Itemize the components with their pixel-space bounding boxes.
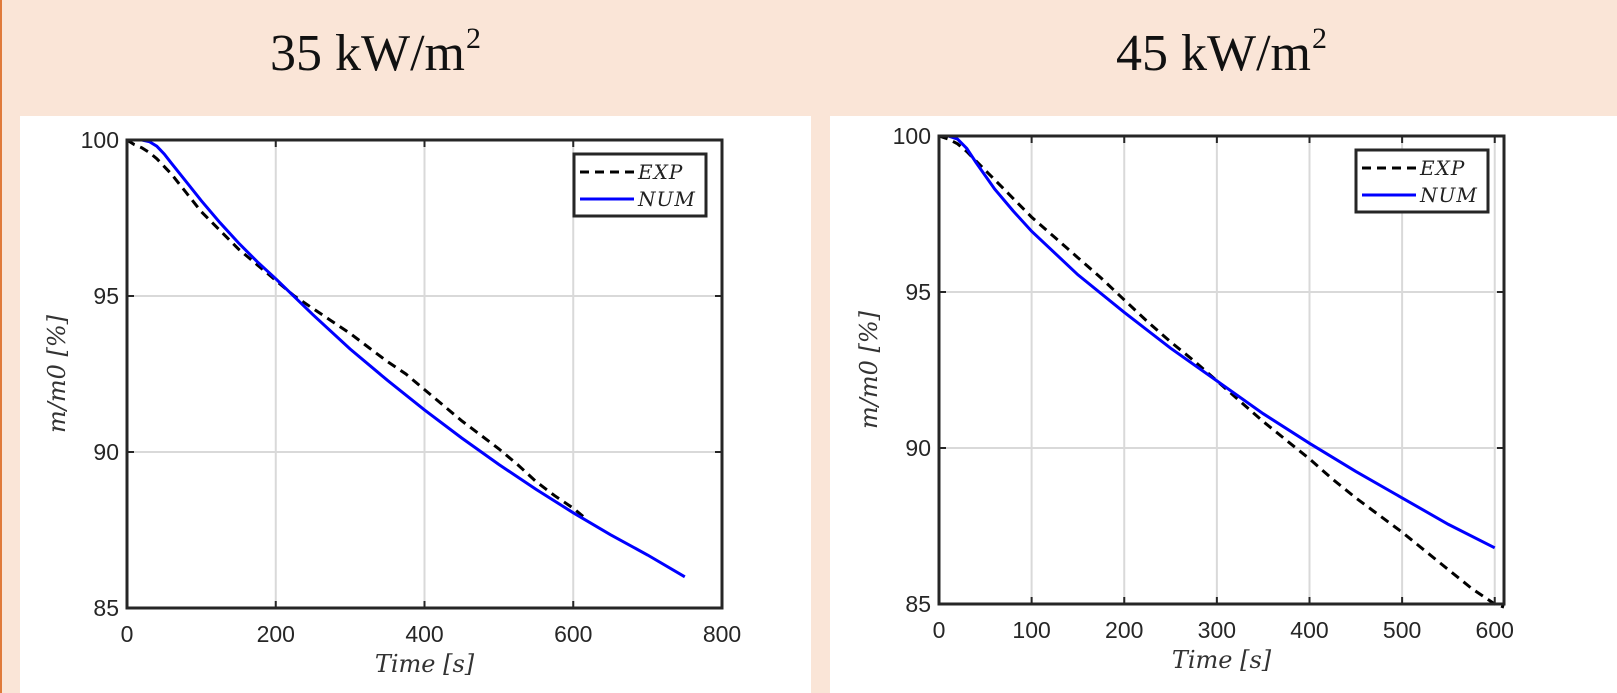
c1-series-num-line: [939, 134, 1496, 550]
c1-legend-label-num: NUM: [1419, 183, 1478, 207]
panel-title-right-text: 45 kW/m: [1116, 25, 1311, 82]
c1-x-tick-label-2: 200: [1105, 617, 1143, 643]
c1-axes-box: [937, 134, 1506, 606]
chart-left: 0 200 400 600 800 85 90 95 100 Time [s] m/m0 [%] EX…: [43, 127, 741, 678]
c0-y-tick-label-1: 90: [93, 439, 119, 465]
c1-x-tick-label-6: 600: [1476, 617, 1514, 643]
panel-title-left-exponent: 2: [465, 22, 481, 55]
c1-y-tick-label-0: 85: [905, 591, 931, 617]
c1-y-tick-label-3: 100: [893, 123, 931, 149]
chart-card-right: 0 100 200 300 400 500 600 85 90 95 100 Time [s] m/m0…: [830, 116, 1617, 693]
c0-y-axis-label: m/m0 [%]: [43, 314, 71, 433]
c0-series-exp-line: [126, 138, 586, 519]
c1-legend-label-exp: EXP: [1419, 156, 1465, 180]
c1-legend: [1354, 148, 1490, 214]
panel-title-left-text: 35 kW/m: [270, 25, 465, 82]
c0-x-tick-label-2: 400: [405, 621, 443, 647]
left-border-strip: [0, 0, 2, 693]
c0-y-tick-label-2: 95: [93, 283, 119, 309]
c1-x-tick-label-3: 300: [1198, 617, 1236, 643]
c1-y-tick-label-1: 90: [905, 435, 931, 461]
panel-title-right: 45 kW/m2: [1116, 22, 1327, 83]
c0-x-tick-label-4: 800: [703, 621, 741, 647]
c1-x-tick-label-0: 0: [933, 617, 946, 643]
c1-plot-area: [939, 136, 1504, 604]
chart-card-left: 0 200 400 600 800 85 90 95 100 Time [s] m/m0 [%] EX…: [20, 116, 811, 693]
c0-x-axis-label: Time [s]: [375, 650, 475, 678]
c0-y-tick-label-0: 85: [93, 595, 119, 621]
c0-x-tick-label-0: 0: [121, 621, 134, 647]
c0-legend-label-num: NUM: [637, 187, 696, 211]
c1-series-exp-line: [938, 134, 1505, 609]
c1-x-tick-label-1: 100: [1012, 617, 1050, 643]
panel-title-left: 35 kW/m2: [270, 22, 481, 83]
chart-right: 0 100 200 300 400 500 600 85 90 95 100 Time [s] m/m0…: [855, 123, 1514, 674]
c0-legend-label-exp: EXP: [637, 160, 683, 184]
c1-x-tick-label-4: 400: [1290, 617, 1328, 643]
c1-x-axis-label: Time [s]: [1172, 646, 1272, 674]
c0-x-tick-label-1: 200: [257, 621, 295, 647]
c1-y-axis-label: m/m0 [%]: [855, 310, 883, 429]
c1-x-tick-label-5: 500: [1383, 617, 1421, 643]
c0-y-tick-label-3: 100: [81, 127, 119, 153]
panel-title-right-exponent: 2: [1311, 22, 1327, 55]
c0-x-tick-label-3: 600: [554, 621, 592, 647]
c1-y-tick-label-2: 95: [905, 279, 931, 305]
c0-legend: [572, 152, 708, 218]
c0-series-num-line: [127, 138, 686, 579]
